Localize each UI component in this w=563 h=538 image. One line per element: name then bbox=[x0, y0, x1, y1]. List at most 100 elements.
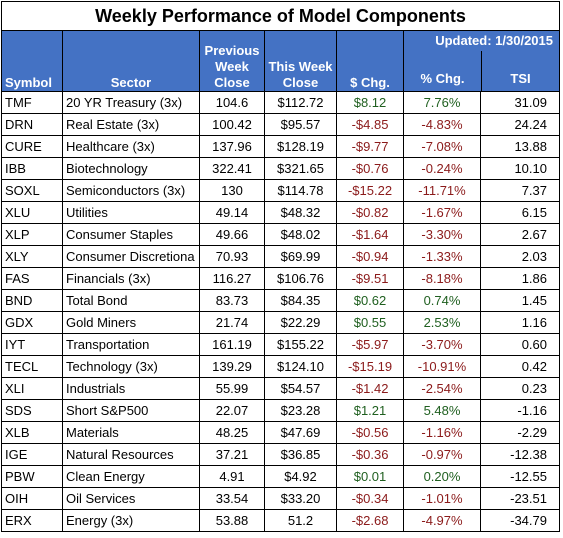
symbol-cell: XLP bbox=[1, 223, 63, 246]
previous-close-cell: 161.19 bbox=[199, 333, 265, 356]
tsi-cell: 1.16 bbox=[480, 311, 560, 334]
dollar-change-cell: -$0.34 bbox=[336, 487, 404, 510]
sector-cell: Real Estate (3x) bbox=[62, 113, 200, 136]
percent-change-cell: -1.01% bbox=[403, 487, 481, 510]
symbol-cell: IBB bbox=[1, 157, 63, 180]
percent-change-cell: -4.83% bbox=[403, 113, 481, 136]
table-row: DRN Real Estate (3x) 100.42 $95.57 -$4.85 -4.… bbox=[1, 113, 560, 136]
percent-change-cell: 0.74% bbox=[403, 289, 481, 312]
header-percent-change: % Chg. bbox=[405, 51, 482, 91]
table-row: PBW Clean Energy 4.91 $4.92 $0.01 0.20% -12.55 bbox=[1, 465, 560, 488]
previous-close-cell: 21.74 bbox=[199, 311, 265, 334]
dollar-change-cell: -$0.76 bbox=[336, 157, 404, 180]
percent-change-cell: -1.16% bbox=[403, 421, 481, 444]
this-close-cell: $112.72 bbox=[264, 91, 337, 114]
tsi-cell: -12.38 bbox=[480, 443, 560, 466]
sector-cell: Natural Resources bbox=[62, 443, 200, 466]
sector-cell: Consumer Staples bbox=[62, 223, 200, 246]
table-row: BND Total Bond 83.73 $84.35 $0.62 0.74% 1.45 bbox=[1, 289, 560, 312]
table-row: TMF 20 YR Treasury (3x) 104.6 $112.72 $8.12 7… bbox=[1, 91, 560, 114]
dollar-change-cell: $8.12 bbox=[336, 91, 404, 114]
tsi-cell: 2.03 bbox=[480, 245, 560, 268]
symbol-cell: TMF bbox=[1, 91, 63, 114]
dollar-change-cell: -$1.64 bbox=[336, 223, 404, 246]
header-pct-tsi-group: Updated: 1/30/2015 % Chg. TSI bbox=[403, 30, 560, 92]
table-row: XLB Materials 48.25 $47.69 -$0.56 -1.16% -2.29 bbox=[1, 421, 560, 444]
sector-cell: 20 YR Treasury (3x) bbox=[62, 91, 200, 114]
dollar-change-cell: -$1.42 bbox=[336, 377, 404, 400]
previous-close-cell: 49.66 bbox=[199, 223, 265, 246]
dollar-change-cell: $1.21 bbox=[336, 399, 404, 422]
dollar-change-cell: -$2.68 bbox=[336, 509, 404, 532]
table-title: Weekly Performance of Model Components bbox=[1, 1, 560, 31]
previous-close-cell: 104.6 bbox=[199, 91, 265, 114]
symbol-cell: FAS bbox=[1, 267, 63, 290]
dollar-change-cell: -$5.97 bbox=[336, 333, 404, 356]
previous-close-cell: 37.21 bbox=[199, 443, 265, 466]
percent-change-cell: 0.20% bbox=[403, 465, 481, 488]
table-row: XLU Utilities 49.14 $48.32 -$0.82 -1.67% 6.15 bbox=[1, 201, 560, 224]
table-row: TECL Technology (3x) 139.29 $124.10 -$15.19-… bbox=[1, 355, 560, 378]
table-row: ERX Energy (3x) 53.88 51.2 -$2.68 -4.97% -34.7… bbox=[1, 509, 560, 532]
tsi-cell: 7.37 bbox=[480, 179, 560, 202]
table-row: IBB Biotechnology 322.41 $321.65 -$0.76 -0.24… bbox=[1, 157, 560, 180]
percent-change-cell: 5.48% bbox=[403, 399, 481, 422]
previous-close-cell: 48.25 bbox=[199, 421, 265, 444]
tsi-cell: -2.29 bbox=[480, 421, 560, 444]
percent-change-cell: -10.91% bbox=[403, 355, 481, 378]
table-row: FAS Financials (3x) 116.27 $106.76 -$9.51 -8.… bbox=[1, 267, 560, 290]
dollar-change-cell: -$0.82 bbox=[336, 201, 404, 224]
this-close-cell: $84.35 bbox=[264, 289, 337, 312]
this-close-cell: $22.29 bbox=[264, 311, 337, 334]
tsi-cell: 0.42 bbox=[480, 355, 560, 378]
this-close-cell: $36.85 bbox=[264, 443, 337, 466]
previous-close-cell: 139.29 bbox=[199, 355, 265, 378]
header-previous-week-close: Previous Week Close bbox=[199, 30, 265, 92]
symbol-cell: XLU bbox=[1, 201, 63, 224]
this-close-cell: $69.99 bbox=[264, 245, 337, 268]
dollar-change-cell: $0.55 bbox=[336, 311, 404, 334]
previous-close-cell: 100.42 bbox=[199, 113, 265, 136]
table-row: XLI Industrials 55.99 $54.57 -$1.42 -2.54% 0.2… bbox=[1, 377, 560, 400]
percent-change-cell: -3.30% bbox=[403, 223, 481, 246]
table-row: IGE Natural Resources 37.21 $36.85 -$0.36 -0.… bbox=[1, 443, 560, 466]
tsi-cell: -23.51 bbox=[480, 487, 560, 510]
percent-change-cell: -2.54% bbox=[403, 377, 481, 400]
tsi-cell: 1.45 bbox=[480, 289, 560, 312]
percent-change-cell: -0.97% bbox=[403, 443, 481, 466]
header-this-week-close: This Week Close bbox=[264, 30, 337, 92]
sector-cell: Financials (3x) bbox=[62, 267, 200, 290]
symbol-cell: PBW bbox=[1, 465, 63, 488]
previous-close-cell: 4.91 bbox=[199, 465, 265, 488]
this-close-cell: $124.10 bbox=[264, 355, 337, 378]
symbol-cell: XLB bbox=[1, 421, 63, 444]
percent-change-cell: -11.71% bbox=[403, 179, 481, 202]
table-row: GDX Gold Miners 21.74 $22.29 $0.55 2.53% 1.16 bbox=[1, 311, 560, 334]
sector-cell: Transportation bbox=[62, 333, 200, 356]
table-row: CURE Healthcare (3x) 137.96 $128.19 -$9.77 -7… bbox=[1, 135, 560, 158]
tsi-cell: 6.15 bbox=[480, 201, 560, 224]
tsi-cell: -34.79 bbox=[480, 509, 560, 532]
table-row: SDS Short S&P500 22.07 $23.28 $1.21 5.48% -1.1… bbox=[1, 399, 560, 422]
tsi-cell: 13.88 bbox=[480, 135, 560, 158]
symbol-cell: ERX bbox=[1, 509, 63, 532]
dollar-change-cell: -$0.94 bbox=[336, 245, 404, 268]
this-close-cell: $128.19 bbox=[264, 135, 337, 158]
sector-cell: Oil Services bbox=[62, 487, 200, 510]
dollar-change-cell: $0.62 bbox=[336, 289, 404, 312]
performance-table: Weekly Performance of Model Components S… bbox=[1, 1, 560, 532]
header-symbol: Symbol bbox=[1, 30, 63, 92]
dollar-change-cell: -$0.56 bbox=[336, 421, 404, 444]
sector-cell: Materials bbox=[62, 421, 200, 444]
tsi-cell: -1.16 bbox=[480, 399, 560, 422]
dollar-change-cell: -$15.19 bbox=[336, 355, 404, 378]
symbol-cell: XLY bbox=[1, 245, 63, 268]
table-row: XLP Consumer Staples 49.66 $48.02 -$1.64 -3.3… bbox=[1, 223, 560, 246]
previous-close-cell: 53.88 bbox=[199, 509, 265, 532]
symbol-cell: GDX bbox=[1, 311, 63, 334]
symbol-cell: BND bbox=[1, 289, 63, 312]
tsi-cell: -12.55 bbox=[480, 465, 560, 488]
symbol-cell: DRN bbox=[1, 113, 63, 136]
sector-cell: Energy (3x) bbox=[62, 509, 200, 532]
symbol-cell: IYT bbox=[1, 333, 63, 356]
